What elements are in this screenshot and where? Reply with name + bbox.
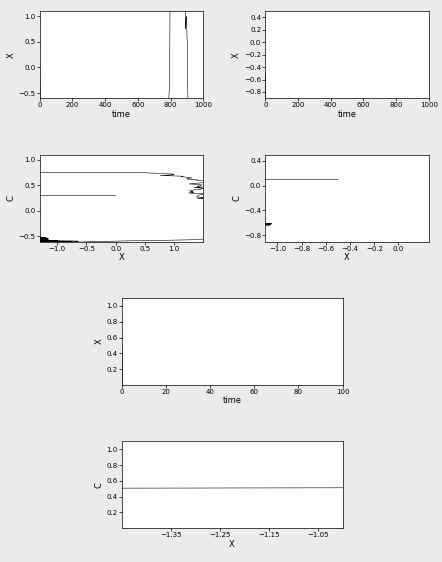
Y-axis label: X: X — [94, 338, 103, 345]
X-axis label: time: time — [112, 110, 131, 119]
X-axis label: X: X — [229, 540, 235, 549]
X-axis label: time: time — [338, 110, 357, 119]
Y-axis label: C: C — [232, 195, 241, 201]
Y-axis label: C: C — [7, 195, 16, 201]
X-axis label: time: time — [223, 396, 241, 405]
Y-axis label: X: X — [232, 52, 241, 57]
X-axis label: X: X — [118, 253, 124, 262]
Y-axis label: C: C — [94, 482, 103, 488]
Y-axis label: X: X — [7, 52, 16, 57]
X-axis label: X: X — [344, 253, 350, 262]
